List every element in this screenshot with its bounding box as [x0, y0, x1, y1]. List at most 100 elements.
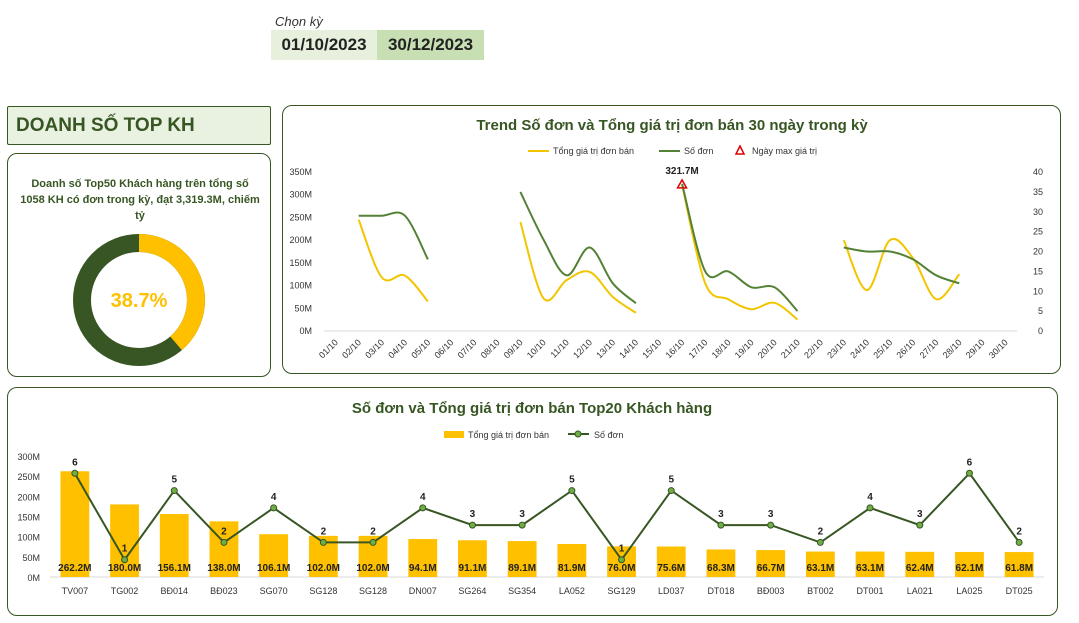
bar-value-label: 63.1M: [806, 563, 834, 574]
legend-line-label: Số đơn: [594, 430, 623, 440]
orders-point: [816, 538, 824, 546]
orders-label: 1: [122, 544, 128, 555]
bar: [756, 550, 786, 577]
orders-point: [369, 538, 377, 546]
bar: [60, 471, 90, 577]
x-tick-label: 01/10: [317, 337, 340, 360]
x-tick-label: DN007: [409, 586, 437, 596]
x-tick-label: 04/10: [386, 337, 409, 360]
x-tick-label: LA025: [956, 586, 982, 596]
bar-value-label: 262.2M: [58, 563, 91, 574]
x-tick-label: 21/10: [779, 337, 802, 360]
legend-value-label: Tổng giá trị đơn bán: [553, 146, 634, 156]
orders-label: 2: [321, 526, 327, 537]
bar-value-label: 91.1M: [459, 563, 487, 574]
period-label: Chọn kỳ: [275, 14, 323, 29]
x-tick-label: 16/10: [663, 337, 686, 360]
bar-value-label: 68.3M: [707, 563, 735, 574]
legend-line-dot: [574, 430, 582, 438]
x-tick-label: 22/10: [802, 337, 825, 360]
orders-point: [170, 487, 178, 495]
bar: [408, 539, 438, 577]
top20-title: Số đơn và Tổng giá trị đơn bán Top20 Khá…: [352, 400, 712, 417]
bar: [110, 504, 139, 577]
x-tick-label: 13/10: [594, 337, 617, 360]
bar: [855, 551, 885, 577]
x-tick-label: 07/10: [456, 337, 479, 360]
x-tick-label: 10/10: [525, 337, 548, 360]
orders-label: 3: [470, 509, 476, 520]
bar-value-label: 75.6M: [657, 563, 685, 574]
legend-orders-label: Số đơn: [684, 146, 713, 156]
y-tick-label: 300M: [17, 452, 40, 462]
x-tick-label: SG264: [458, 586, 486, 596]
x-tick-label: LA021: [907, 586, 933, 596]
orders-point: [1015, 538, 1023, 546]
y-tick-label: 50M: [294, 303, 312, 313]
donut-percent-label: 38.7%: [111, 290, 168, 312]
bar-value-label: 94.1M: [409, 563, 437, 574]
x-tick-label: SG070: [260, 586, 288, 596]
x-tick-label: BĐ003: [757, 586, 785, 596]
trend-panel: Trend Số đơn và Tổng giá trị đơn bán 30 …: [282, 105, 1061, 374]
legend-max-label: Ngày max giá trị: [752, 146, 817, 156]
x-tick-label: TV007: [62, 586, 89, 596]
orders-label: 4: [420, 492, 426, 503]
x-tick-label: 11/10: [548, 337, 571, 360]
orders-point: [270, 504, 278, 512]
bar-value-label: 63.1M: [856, 563, 884, 574]
bar: [905, 551, 935, 577]
y2-tick-label: 40: [1033, 167, 1043, 177]
orders-point: [568, 487, 576, 495]
orders-label: 5: [569, 475, 575, 486]
bar-value-label: 62.4M: [906, 563, 934, 574]
x-tick-label: BT002: [807, 586, 834, 596]
bar: [259, 534, 289, 577]
x-tick-label: LD037: [658, 586, 685, 596]
series-value-line: [842, 237, 961, 301]
x-tick-label: 23/10: [825, 337, 848, 360]
y2-tick-label: 10: [1033, 286, 1043, 296]
x-tick-label: 06/10: [432, 337, 455, 360]
bar-value-label: 61.8M: [1005, 563, 1033, 574]
date-to-field[interactable]: 30/12/2023: [377, 30, 484, 60]
x-tick-label: 19/10: [733, 337, 756, 360]
orders-label: 5: [171, 475, 177, 486]
y-tick-label: 350M: [289, 167, 312, 177]
series-orders-line: [843, 246, 960, 285]
y2-tick-label: 25: [1033, 227, 1043, 237]
x-tick-label: 12/10: [571, 337, 594, 360]
date-from-field[interactable]: 01/10/2023: [271, 30, 377, 60]
y2-tick-label: 5: [1038, 306, 1043, 316]
bar-value-label: 81.9M: [558, 563, 586, 574]
y-tick-label: 300M: [289, 190, 312, 200]
bar: [656, 546, 686, 577]
x-tick-label: 03/10: [363, 337, 386, 360]
x-tick-label: 09/10: [502, 337, 525, 360]
bar-value-label: 102.0M: [307, 563, 340, 574]
bar-value-label: 62.1M: [956, 563, 984, 574]
x-tick-label: 20/10: [756, 337, 779, 360]
orders-label: 2: [1016, 526, 1022, 537]
bar-value-label: 180.0M: [108, 563, 141, 574]
donut-description: Doanh số Top50 Khách hàng trên tổng số 1…: [20, 178, 260, 222]
orders-point: [717, 521, 725, 529]
donut-ring-share: [73, 234, 205, 366]
orders-label: 2: [221, 526, 227, 537]
bar-value-label: 102.0M: [356, 563, 389, 574]
orders-label: 3: [917, 509, 923, 520]
trend-chart: Trend Số đơn và Tổng giá trị đơn bán 30 …: [289, 117, 1043, 360]
x-tick-label: 18/10: [710, 337, 733, 360]
y2-tick-label: 35: [1033, 187, 1043, 197]
orders-point: [518, 521, 526, 529]
orders-label: 3: [519, 509, 525, 520]
x-tick-label: 14/10: [617, 337, 640, 360]
bar-value-label: 106.1M: [257, 563, 290, 574]
x-tick-label: TG002: [111, 586, 139, 596]
x-tick-label: SG354: [508, 586, 536, 596]
bar: [507, 541, 537, 577]
y-tick-label: 200M: [289, 235, 312, 245]
bar-value-label: 156.1M: [158, 563, 191, 574]
series-value-line: [681, 184, 799, 321]
max-value-label: 321.7M: [665, 166, 698, 177]
